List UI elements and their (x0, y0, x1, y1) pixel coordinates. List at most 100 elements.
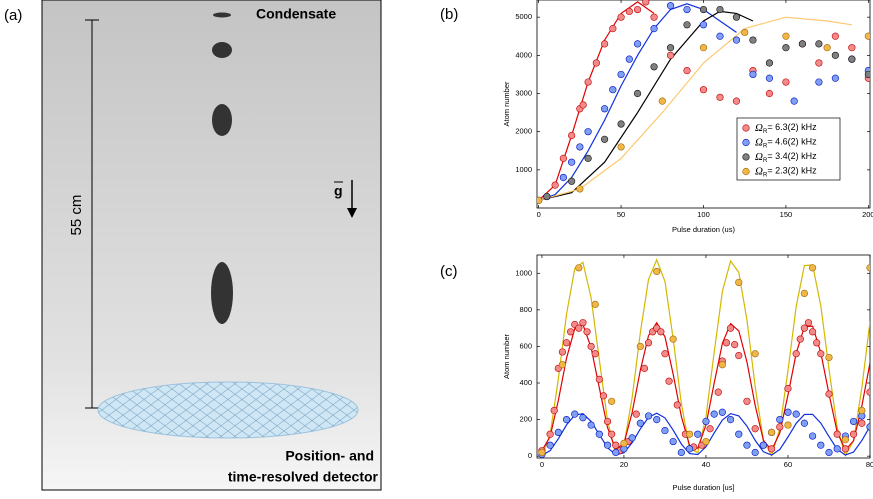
data-point (592, 59, 600, 67)
grid-wire (159, 382, 241, 438)
x-tick-label: 20 (620, 460, 628, 469)
data-point (650, 25, 658, 33)
data-point (804, 319, 813, 327)
y-axis-label: Atom number (502, 81, 511, 127)
data-point (823, 44, 831, 52)
chart-panel: (c) 0 200 400 600 800 1000 0 20 40 60 80 Atom number… (440, 254, 873, 492)
data-point (650, 13, 658, 21)
data-point (591, 300, 599, 308)
data-point (661, 350, 669, 358)
data-point (765, 89, 774, 98)
data-point (800, 419, 808, 427)
data-point (677, 448, 685, 457)
data-point (650, 63, 658, 71)
data-point (864, 32, 870, 40)
data-point (767, 445, 776, 453)
grid-wire (370, 380, 450, 440)
data-point (735, 351, 743, 360)
data-point (831, 74, 839, 82)
data-point (735, 278, 743, 287)
grid-wire (229, 382, 311, 438)
data-point (568, 158, 576, 166)
grid-wire (215, 382, 297, 438)
data-point (831, 51, 839, 59)
legend-label: ΩR= 4.6(2) kHz (755, 136, 817, 149)
data-point (612, 448, 620, 457)
y-tick-label: 5000 (515, 12, 532, 21)
data-point (653, 415, 661, 424)
data-point (743, 397, 751, 405)
data-point (849, 417, 858, 426)
data-point (550, 406, 558, 415)
schematic-panel: (a) 55 cm Condensate g Position- and tim… (4, 0, 464, 491)
data-point (595, 430, 603, 438)
data-point (609, 86, 617, 94)
data-point (784, 421, 792, 429)
data-point (782, 44, 790, 52)
x-tick-label: 40 (702, 460, 710, 469)
data-point (833, 430, 841, 438)
data-point (558, 348, 567, 356)
data-point (642, 0, 650, 6)
data-point (636, 419, 644, 427)
data-point (571, 410, 579, 418)
data-point (562, 415, 571, 424)
grid-wire (384, 380, 464, 440)
data-point (858, 406, 866, 415)
legend-label: ΩR= 3.4(2) kHz (755, 151, 817, 164)
plot-area (538, 258, 870, 458)
data-point (683, 21, 691, 29)
data-point (864, 70, 870, 79)
height-label: 55 cm (68, 195, 85, 236)
data-point (808, 264, 817, 272)
data-point (628, 434, 636, 442)
data-point (813, 339, 821, 347)
data-point (640, 364, 649, 372)
y-tick-label: 800 (519, 305, 532, 314)
x-tick-label: 0 (537, 210, 541, 219)
data-point (800, 324, 808, 332)
data-point (699, 44, 708, 52)
data-point (784, 408, 792, 416)
x-tick-label: 150 (780, 210, 793, 219)
y-tick-label: 4000 (515, 50, 532, 59)
data-point (633, 5, 642, 14)
data-point (767, 428, 776, 436)
data-point (603, 417, 612, 426)
grid-wire (384, 380, 464, 440)
condensate-cloud (212, 104, 232, 136)
data-point (632, 410, 640, 418)
data-point (644, 412, 653, 420)
data-point (608, 397, 616, 405)
data-point (612, 441, 620, 449)
data-point (699, 86, 708, 94)
legend-marker (742, 138, 750, 147)
data-point (669, 335, 677, 343)
data-point (568, 131, 576, 140)
plot-frame (536, 254, 871, 459)
data-point (543, 192, 551, 201)
data-point (722, 339, 731, 347)
data-point (546, 430, 554, 438)
data-point (726, 415, 735, 424)
y-tick-label: 2000 (515, 127, 532, 136)
data-point (633, 40, 642, 48)
data-point (765, 59, 774, 67)
data-point (858, 419, 866, 427)
data-point (825, 390, 833, 398)
data-point (726, 324, 735, 332)
data-point (591, 350, 599, 358)
condensate-label: Condensate (256, 6, 336, 22)
data-point (559, 173, 567, 182)
x-tick-label: 200 (862, 210, 873, 219)
data-point (583, 328, 591, 336)
data-point (603, 441, 612, 449)
data-point (784, 384, 792, 393)
grid-wire (131, 382, 213, 438)
data-point (782, 78, 790, 86)
fit-line (538, 3, 737, 201)
plot-area (537, 0, 870, 204)
data-point (584, 154, 592, 162)
data-point (683, 5, 691, 14)
